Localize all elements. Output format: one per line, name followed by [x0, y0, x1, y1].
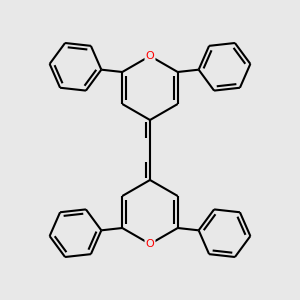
Text: O: O: [146, 239, 154, 249]
Text: O: O: [146, 51, 154, 61]
